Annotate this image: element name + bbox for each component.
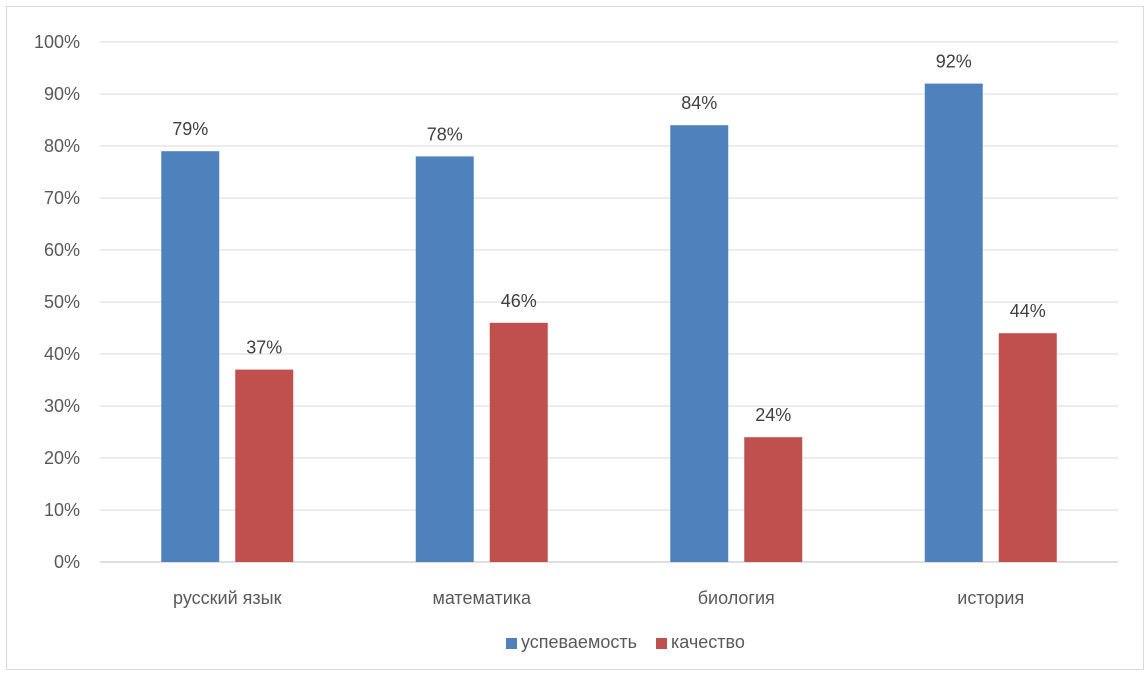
y-tick-label: 100% <box>34 32 80 52</box>
legend-label: качество <box>671 632 745 652</box>
data-label: 92% <box>936 52 972 72</box>
bar <box>998 333 1057 562</box>
data-label: 78% <box>427 124 463 144</box>
legend-label: успеваемость <box>521 632 637 652</box>
y-tick-label: 30% <box>44 396 80 416</box>
y-tick-label: 50% <box>44 292 80 312</box>
x-category-label: история <box>957 588 1024 608</box>
x-category-label: математика <box>432 588 532 608</box>
data-label: 37% <box>246 338 282 358</box>
bar <box>489 322 548 562</box>
y-tick-label: 10% <box>44 500 80 520</box>
data-label: 24% <box>755 405 791 425</box>
bar <box>924 83 983 562</box>
bar <box>670 125 729 562</box>
bar <box>235 369 294 562</box>
y-tick-label: 40% <box>44 344 80 364</box>
y-tick-label: 20% <box>44 448 80 468</box>
data-label: 44% <box>1010 301 1046 321</box>
y-tick-label: 80% <box>44 136 80 156</box>
x-category-label: биология <box>698 588 775 608</box>
data-label: 79% <box>172 119 208 139</box>
y-tick-label: 0% <box>54 552 80 572</box>
legend-swatch <box>506 638 517 649</box>
data-label: 46% <box>501 291 537 311</box>
data-label: 84% <box>681 93 717 113</box>
legend-swatch <box>656 638 667 649</box>
y-tick-label: 90% <box>44 84 80 104</box>
bar <box>415 156 474 562</box>
bar <box>161 151 220 562</box>
bar <box>744 437 803 562</box>
x-category-label: русский язык <box>173 588 282 608</box>
y-tick-label: 70% <box>44 188 80 208</box>
y-tick-label: 60% <box>44 240 80 260</box>
